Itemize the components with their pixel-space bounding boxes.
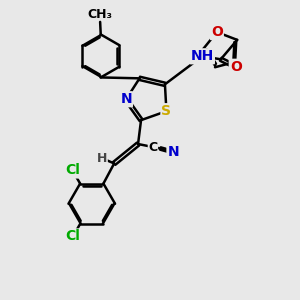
Text: Cl: Cl <box>65 164 80 178</box>
Text: NH: NH <box>190 49 214 63</box>
Text: H: H <box>96 152 107 165</box>
Text: Cl: Cl <box>65 230 80 243</box>
Text: N: N <box>120 92 132 106</box>
Text: S: S <box>161 104 171 118</box>
Text: O: O <box>211 25 223 39</box>
Text: CH₃: CH₃ <box>88 8 112 21</box>
Text: O: O <box>230 60 242 74</box>
Text: C: C <box>148 140 158 154</box>
Text: N: N <box>167 145 179 159</box>
